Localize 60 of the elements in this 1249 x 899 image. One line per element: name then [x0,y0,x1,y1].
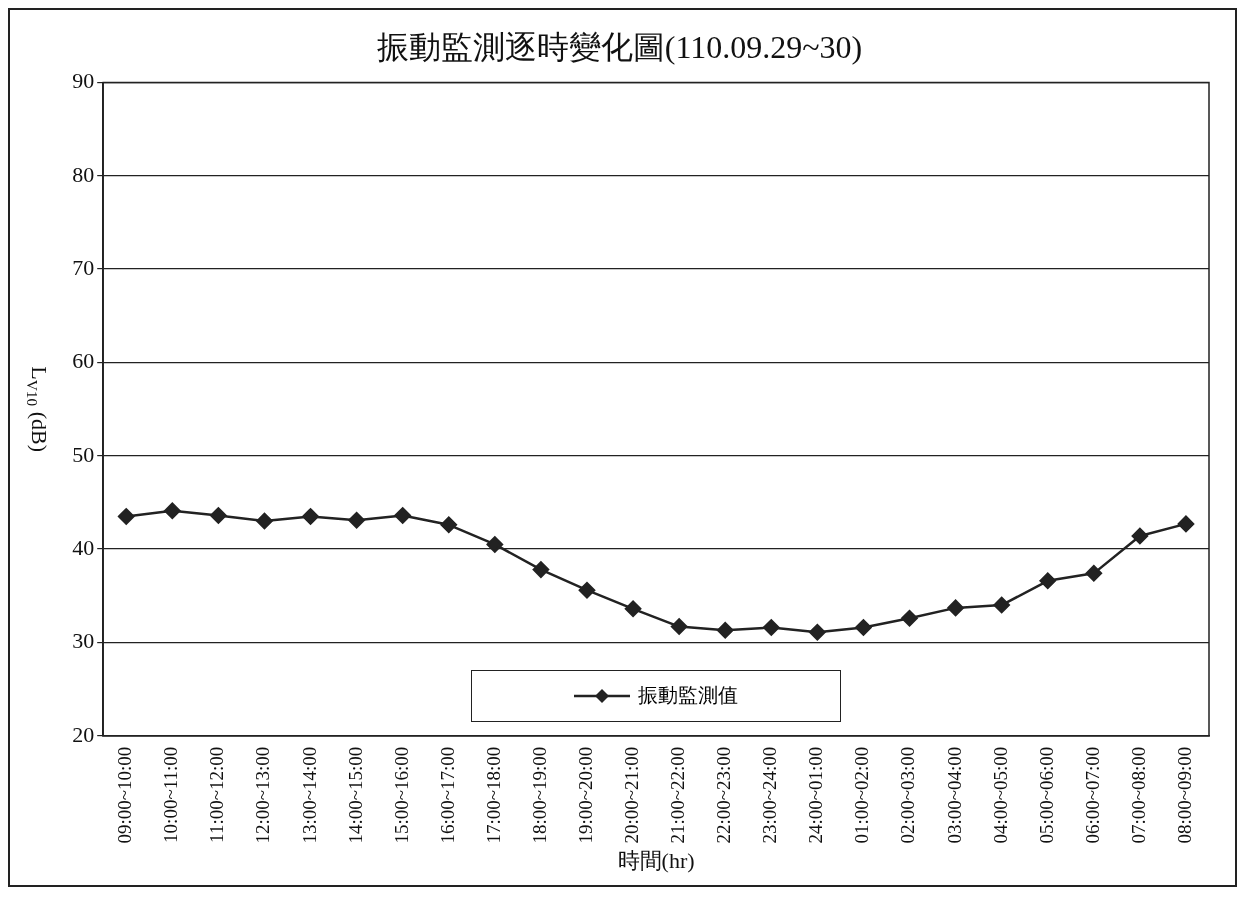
point [302,508,319,525]
point [809,623,826,641]
point [624,600,642,618]
point [670,618,688,635]
legend-label: 振動監測值 [638,683,739,709]
x-axis-title: 時間(hr) [617,847,695,873]
x-tick-label: 21:00~22:00 [667,746,689,844]
point [947,599,964,617]
y-tick-label: 80 [72,161,95,187]
point [716,622,734,639]
x-tick-label: 08:00~09:00 [1173,746,1195,844]
point [1039,572,1056,590]
x-tick-label: 02:00~03:00 [897,746,919,844]
point [117,508,135,525]
x-tick-label: 15:00~16:00 [390,746,412,844]
x-tick-label: 11:00~12:00 [206,746,228,843]
x-tick-label: 24:00~01:00 [805,746,827,844]
x-tick-label: 13:00~14:00 [298,746,320,844]
point [394,507,411,524]
y-tick-label: 90 [72,68,95,94]
point [1177,515,1195,533]
y-tick-label: 40 [72,534,95,560]
point [993,596,1010,614]
x-tick-label: 04:00~05:00 [989,746,1011,844]
x-tick-label: 16:00~17:00 [436,746,458,844]
x-tick-label: 01:00~02:00 [851,746,873,844]
x-tick-label: 06:00~07:00 [1081,746,1103,844]
x-tick-label: 18:00~19:00 [528,746,550,844]
x-tick-label: 22:00~23:00 [713,746,735,844]
point [855,619,872,636]
y-tick-label: 50 [72,441,95,467]
x-tick-label: 03:00~04:00 [943,746,965,844]
x-tick-label: 10:00~11:00 [160,746,182,843]
x-tick-label: 23:00~24:00 [759,746,781,844]
point [578,581,596,599]
point [486,536,504,553]
point [532,561,550,578]
x-tick-label: 05:00~06:00 [1035,746,1057,844]
point [901,609,918,627]
x-tick-label: 19:00~20:00 [574,746,596,844]
point [1131,527,1149,545]
point [763,619,780,636]
y-tick-label: 70 [72,254,95,280]
y-tick-label: 30 [72,628,95,654]
x-tick-label: 17:00~18:00 [482,746,504,844]
y-tick-label: 20 [72,721,95,747]
x-tick-label: 12:00~13:00 [252,746,274,844]
point [256,512,273,530]
point [348,511,365,529]
point [210,507,227,524]
y-axis-title: LV10 (dB) [24,366,53,452]
x-tick-label: 20:00~21:00 [621,746,643,844]
x-tick-label: 07:00~08:00 [1127,746,1149,844]
point [1085,565,1103,582]
x-tick-label: 14:00~15:00 [344,746,366,844]
point [164,502,181,520]
x-tick-label: 09:00~10:00 [114,746,136,844]
chart-title: 振動監測逐時變化圖(110.09.29~30) [376,28,863,65]
y-tick-label: 60 [72,348,95,374]
point [440,516,458,534]
